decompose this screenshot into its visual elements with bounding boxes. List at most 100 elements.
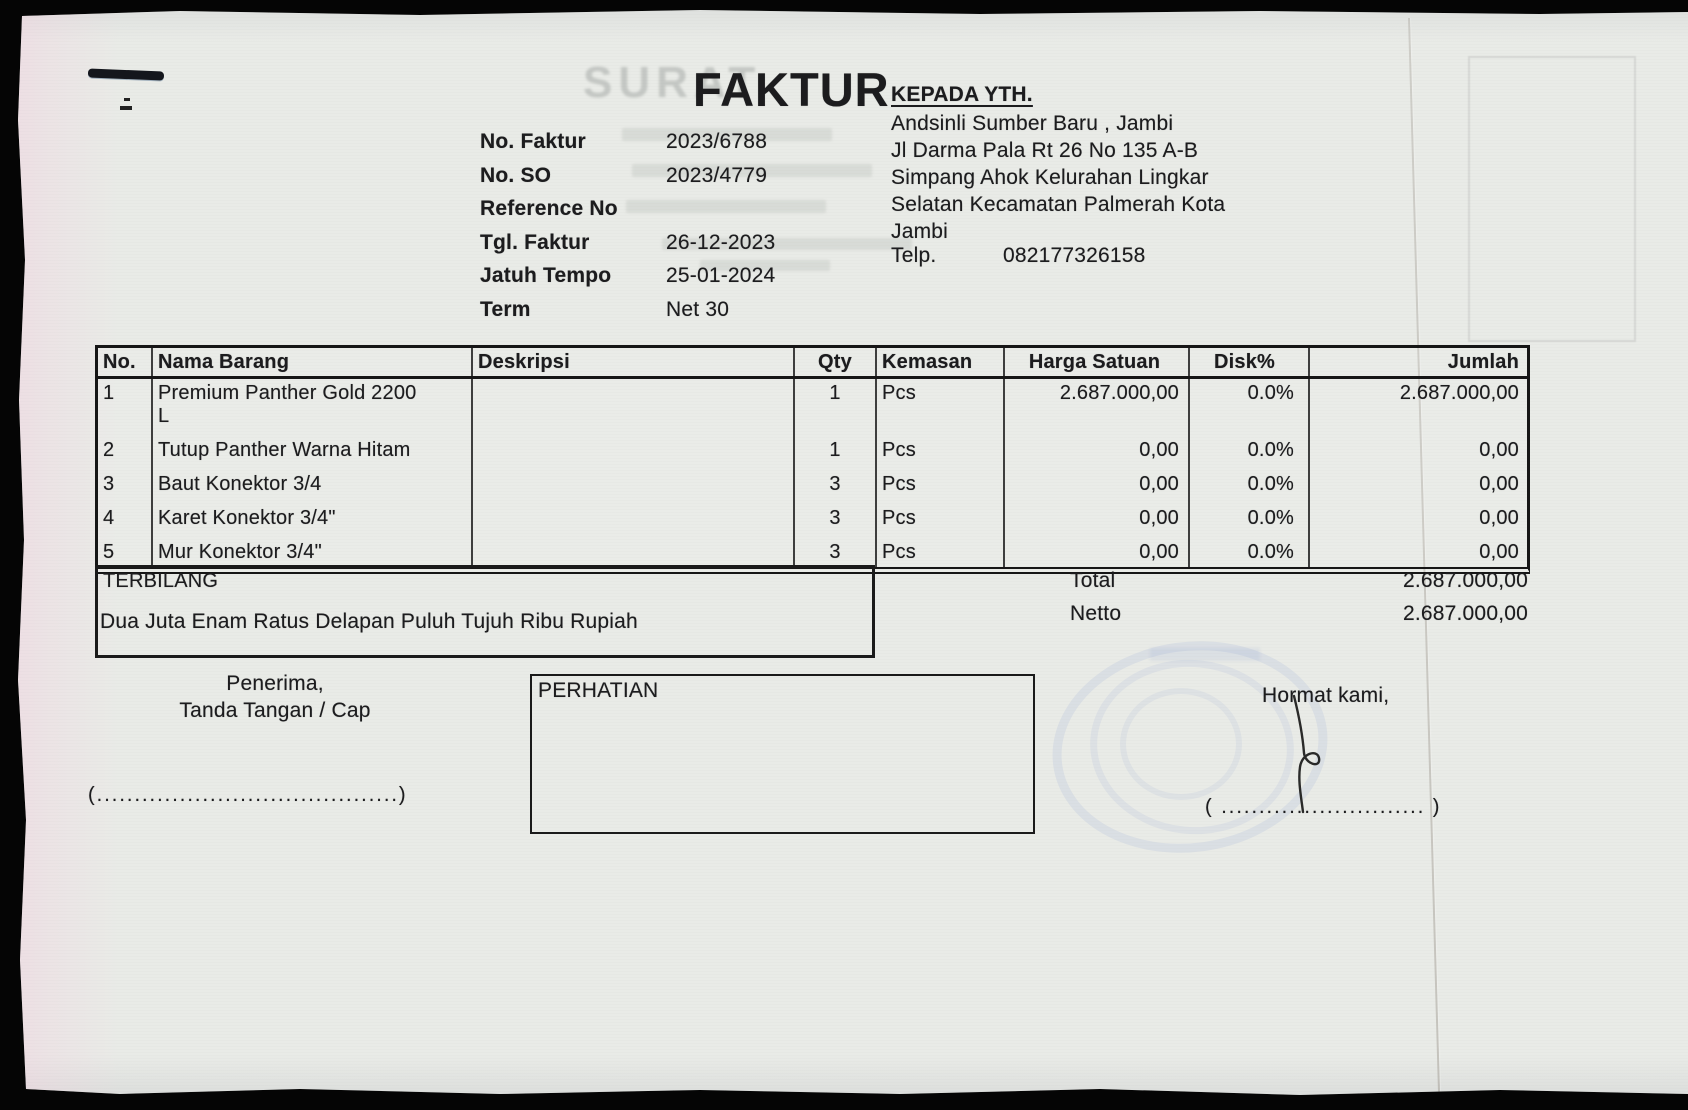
cell-desk [471, 538, 793, 567]
cell-nama: Baut Konektor 3/4 [151, 470, 471, 504]
meta-label: No. Faktur [480, 130, 586, 153]
cell-harga: 2.687.000,00 [1003, 379, 1188, 436]
bleedthrough-ghost [626, 200, 826, 213]
items-table: No. Nama Barang Deskripsi Qty Kemasan Ha… [95, 345, 1530, 574]
table-row: 3 Baut Konektor 3/4 3 Pcs 0,00 0.0% 0,00 [98, 470, 1527, 504]
netto-label: Netto [1070, 602, 1122, 625]
meta-value: Net 30 [666, 297, 730, 321]
signature-stroke [1292, 694, 1321, 814]
cell-desk [471, 504, 793, 538]
table-row: 1 Premium Panther Gold 2200 L 1 Pcs 2.68… [98, 379, 1527, 436]
meta-label: Tgl. Faktur [480, 230, 590, 254]
col-header-kemasan: Kemasan [875, 348, 1003, 376]
cell-disk: 0.0% [1188, 470, 1308, 504]
meta-row-no-faktur: No. Faktur 2023/6788 [480, 130, 775, 164]
cell-harga: 0,00 [1003, 504, 1188, 538]
col-header-nama: Nama Barang [151, 348, 471, 376]
cell-kemasan: Pcs [875, 470, 1003, 504]
cell-disk: 0.0% [1188, 538, 1308, 567]
stamp-ghost [1120, 688, 1242, 800]
cell-disk: 0.0% [1188, 504, 1308, 538]
bleedthrough-ghost [662, 238, 912, 250]
cell-kemasan: Pcs [875, 538, 1003, 567]
meta-row-term: Term Net 30 [480, 298, 775, 332]
cell-qty: 1 [793, 436, 875, 470]
cell-no: 3 [103, 473, 115, 495]
meta-row-tgl-faktur: Tgl. Faktur 26-12-2023 [480, 231, 775, 265]
meta-row-no-so: No. SO 2023/4779 [480, 164, 775, 198]
meta-label: Term [480, 297, 531, 321]
meta-label: No. SO [480, 163, 552, 187]
cell-qty: 3 [793, 538, 875, 567]
bleedthrough-ghost [700, 260, 830, 271]
pen-marker-dot [120, 106, 132, 110]
cell-nama: Tutup Panther Warna Hitam [151, 436, 471, 470]
recipient-name: Andsinli Sumber Baru , Jambi [891, 112, 1174, 135]
pen-marker-dot [124, 98, 130, 101]
cell-kemasan: Pcs [875, 379, 1003, 436]
recipient-address-line: Simpang Ahok Kelurahan Lingkar [891, 166, 1209, 189]
table-row: 5 Mur Konektor 3/4" 3 Pcs 0,00 0.0% 0,00 [98, 538, 1527, 567]
cell-jumlah: 0,00 [1308, 436, 1527, 470]
cell-jumlah: 0,00 [1308, 504, 1527, 538]
col-header-disk: Disk% [1188, 348, 1308, 376]
penerima-line1: Penerima, [226, 672, 324, 695]
meta-label: Reference No [480, 197, 618, 220]
col-header-no: No. [103, 351, 136, 373]
recipient-address: Andsinli Sumber Baru , Jambi Jl Darma Pa… [891, 110, 1311, 245]
hormat-kami-label: Hormat kami, [1262, 684, 1390, 707]
recipient-phone-row: Telp. 082177326158 [891, 244, 1311, 268]
bleedthrough-ghost [632, 164, 872, 177]
meta-value: 2023/6788 [666, 130, 768, 153]
meta-row-jatuh-tempo: Jatuh Tempo 25-01-2024 [480, 264, 775, 298]
phone-label: Telp. [891, 244, 937, 267]
meta-label: Jatuh Tempo [480, 264, 612, 287]
recipient-address-line: Selatan Kecamatan Palmerah Kota [891, 193, 1226, 216]
cell-jumlah: 0,00 [1308, 470, 1527, 504]
penerima-signature-line: (.......................................… [88, 784, 408, 806]
cell-disk: 0.0% [1188, 379, 1308, 436]
cell-nama: Mur Konektor 3/4" [151, 538, 471, 567]
cell-kemasan: Pcs [875, 436, 1003, 470]
cell-jumlah: 0,00 [1308, 538, 1527, 567]
cell-qty: 1 [793, 379, 875, 436]
recipient-address-line: Jl Darma Pala Rt 26 No 135 A-B [891, 139, 1199, 162]
total-value: 2.687.000,00 [1402, 569, 1528, 592]
netto-value: 2.687.000,00 [1402, 602, 1528, 625]
bleedthrough-box-ghost [1468, 56, 1636, 342]
meta-row-reference: Reference No [480, 197, 775, 231]
cell-harga: 0,00 [1003, 538, 1188, 567]
cell-no: 1 [103, 382, 115, 404]
terbilang-text: Dua Juta Enam Ratus Delapan Puluh Tujuh … [100, 610, 638, 633]
cell-no: 4 [103, 507, 115, 529]
cell-desk [471, 470, 793, 504]
recipient-heading: KEPADA YTH. [891, 83, 1033, 106]
perhatian-box [530, 674, 1035, 834]
cell-nama: Karet Konektor 3/4" [151, 504, 471, 538]
total-label: Total [1070, 569, 1116, 592]
cell-disk: 0.0% [1188, 436, 1308, 470]
bleedthrough-ghost [622, 128, 832, 141]
item-name: Premium Panther Gold 2200 L [158, 382, 417, 427]
meta-value: 2023/4779 [666, 163, 768, 187]
cell-harga: 0,00 [1003, 470, 1188, 504]
hormat-signature-line: ( ........................... ) [1205, 796, 1442, 818]
invoice-meta: No. Faktur 2023/6788 No. SO 2023/4779 Re… [480, 130, 775, 331]
col-header-harga: Harga Satuan [1003, 348, 1188, 376]
document-title: FAKTUR [693, 63, 890, 116]
meta-value: 26-12-2023 [666, 230, 776, 254]
meta-value: 25-01-2024 [666, 264, 776, 287]
perhatian-label: PERHATIAN [538, 679, 659, 702]
recipient-address-line: Jambi [891, 220, 949, 243]
table-row: 4 Karet Konektor 3/4" 3 Pcs 0,00 0.0% 0,… [98, 504, 1527, 538]
phone-value: 082177326158 [1003, 244, 1146, 267]
cell-qty: 3 [793, 504, 875, 538]
col-header-desk: Deskripsi [471, 348, 793, 376]
pen-marker-stroke [87, 68, 165, 81]
cell-no: 5 [103, 541, 115, 563]
cell-desk [471, 436, 793, 470]
cell-qty: 3 [793, 470, 875, 504]
items-table-header: No. Nama Barang Deskripsi Qty Kemasan Ha… [98, 348, 1527, 379]
